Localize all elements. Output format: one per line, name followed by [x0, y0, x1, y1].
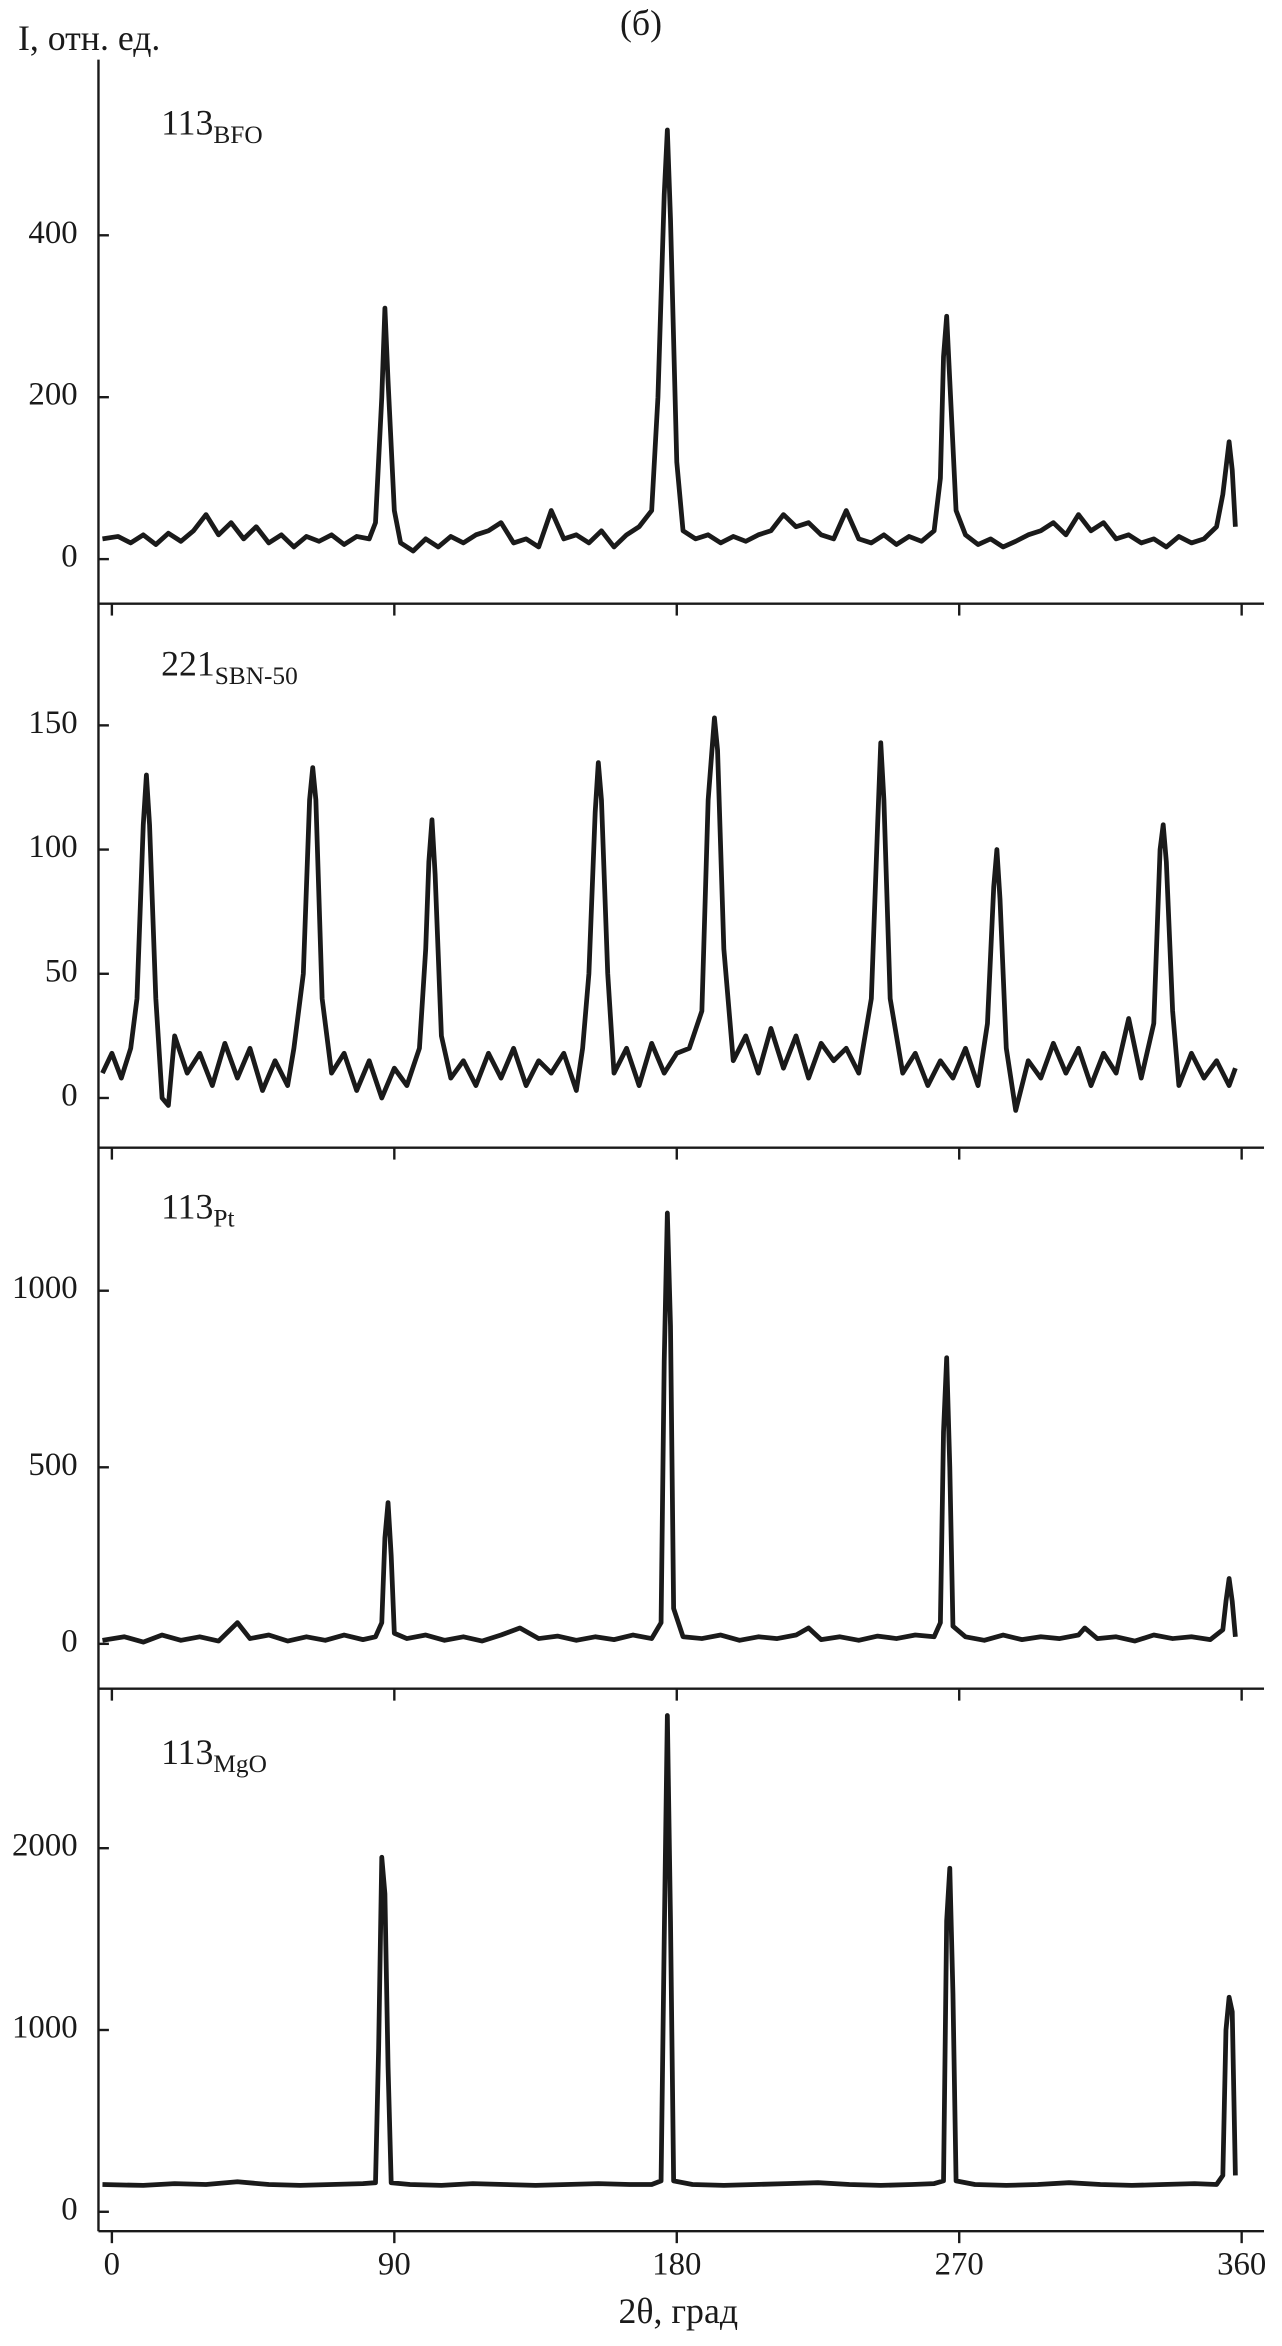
chart-title: (б) [620, 3, 662, 43]
y-tick-label: 400 [28, 215, 77, 251]
x-tick-label: 0 [104, 2247, 120, 2283]
panel-label-sub: Pt [213, 1205, 234, 1233]
panel-label: 221SBN-50 [161, 644, 298, 690]
y-tick-label: 0 [61, 539, 77, 575]
y-tick-label: 100 [28, 829, 77, 865]
y-axis-label: I, отн. ед. [18, 18, 160, 58]
panel-label-main: 113 [161, 1732, 213, 1772]
y-tick-label: 2000 [12, 1828, 78, 1864]
y-tick-label: 150 [28, 705, 77, 741]
x-tick-label: 270 [935, 2247, 984, 2283]
y-tick-label: 200 [28, 377, 77, 413]
panel-label-main: 113 [161, 103, 213, 143]
panel-label: 113BFO [161, 103, 263, 149]
x-tick-label: 90 [378, 2247, 411, 2283]
x-tick-label: 360 [1217, 2247, 1266, 2283]
x-tick-label: 180 [652, 2247, 701, 2283]
x-axis-label: 2θ, град [618, 2291, 738, 2331]
y-tick-label: 0 [61, 1078, 77, 1114]
data-line [102, 127, 1238, 554]
panel-label-sub: SBN-50 [215, 662, 298, 690]
y-tick-label: 500 [28, 1447, 77, 1483]
y-tick-label: 1000 [12, 1270, 78, 1306]
panel-label-main: 221 [161, 644, 215, 684]
data-line [102, 1713, 1238, 2188]
data-line [102, 1210, 1238, 1645]
panel-label-main: 113 [161, 1186, 213, 1226]
y-tick-label: 0 [61, 2191, 77, 2227]
data-line [100, 715, 1238, 1113]
y-tick-label: 1000 [12, 2010, 78, 2046]
panel-label: 113MgO [161, 1732, 267, 1778]
panel-label-sub: BFO [213, 121, 262, 149]
y-tick-label: 0 [61, 1623, 77, 1659]
panel-label-sub: MgO [213, 1750, 266, 1778]
y-tick-label: 50 [45, 953, 78, 989]
panel-label: 113Pt [161, 1186, 234, 1232]
